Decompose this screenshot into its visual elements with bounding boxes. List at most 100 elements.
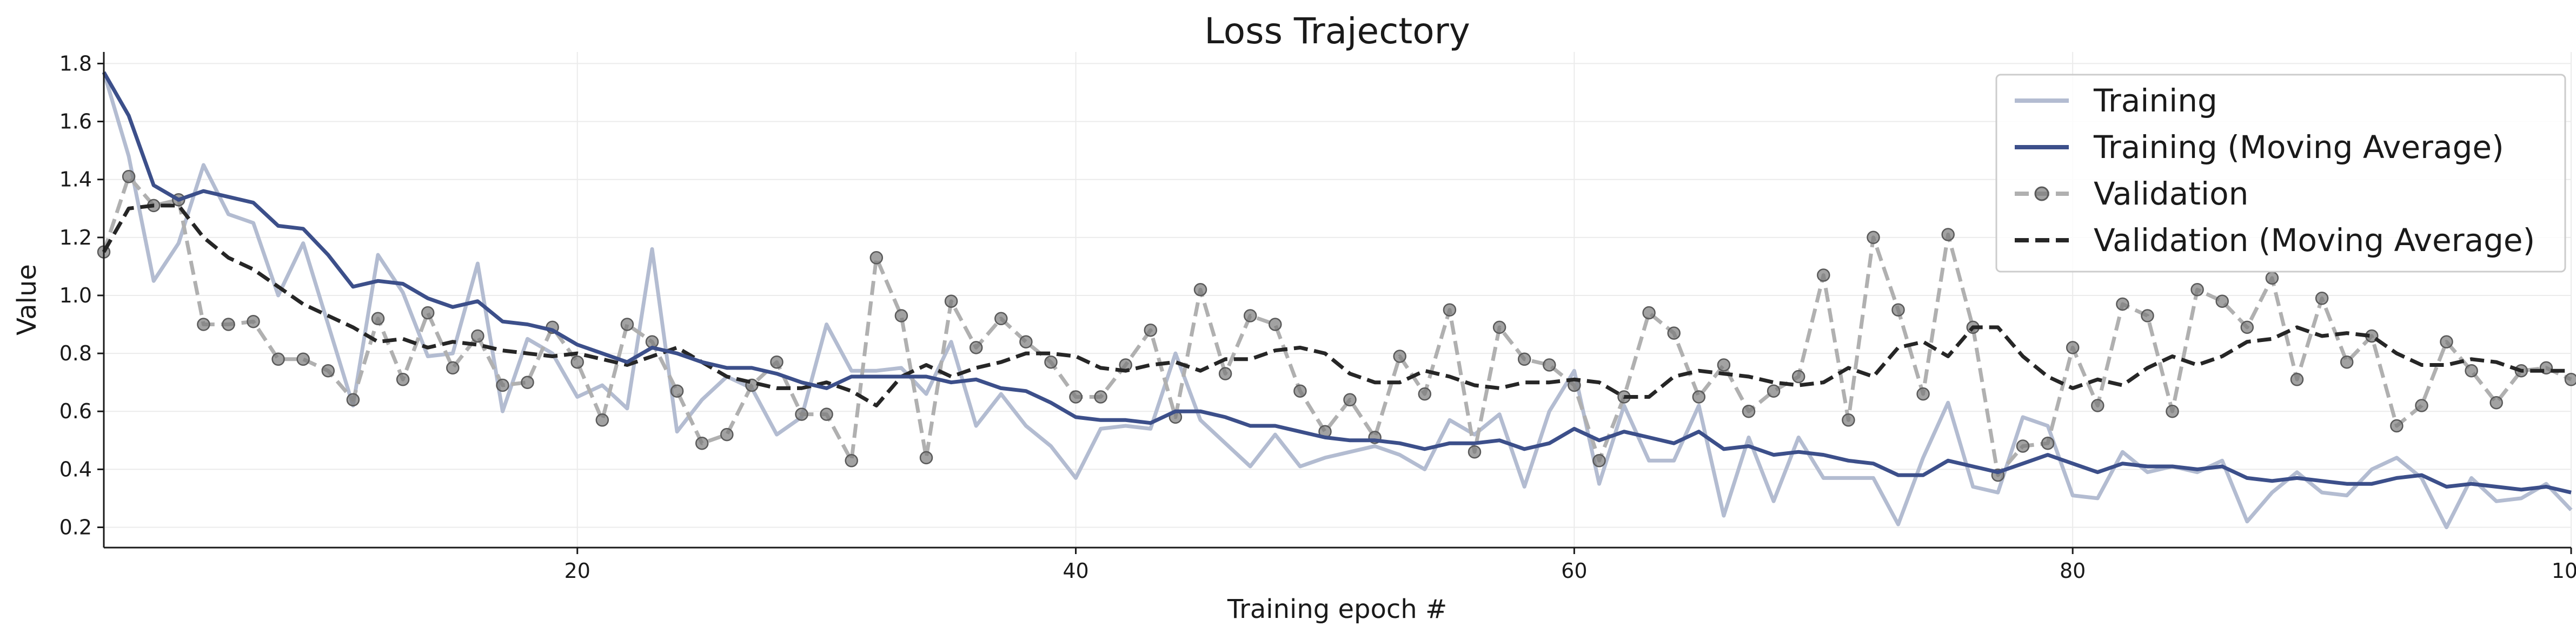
data-point-validation bbox=[944, 294, 958, 308]
legend-label-training-moving-average: Training (Moving Average) bbox=[2093, 129, 2504, 166]
data-point-validation bbox=[321, 364, 335, 378]
data-point-validation bbox=[1517, 352, 1531, 366]
data-point-validation bbox=[994, 312, 1008, 326]
data-point-validation bbox=[2166, 404, 2179, 418]
data-point-validation bbox=[1218, 367, 1232, 380]
data-point-validation bbox=[371, 312, 385, 326]
data-point-validation bbox=[471, 329, 484, 343]
data-point-validation bbox=[1094, 390, 1107, 404]
data-point-validation bbox=[820, 407, 833, 421]
data-point-validation bbox=[1916, 387, 1930, 401]
y-axis-label: Value bbox=[12, 264, 42, 335]
data-point-validation bbox=[570, 355, 584, 369]
data-point-validation bbox=[1044, 355, 1058, 369]
y-tick-label: 0.6 bbox=[59, 399, 92, 423]
data-point-validation bbox=[2240, 320, 2254, 334]
series-line-training bbox=[102, 71, 2573, 529]
data-point-validation bbox=[1742, 404, 1756, 418]
legend-entry-validation: Validation bbox=[2015, 175, 2248, 212]
data-point-validation bbox=[1144, 323, 1158, 337]
data-point-validation bbox=[2016, 439, 2030, 453]
legend-label-validation-moving-average: Validation (Moving Average) bbox=[2094, 222, 2535, 259]
data-point-validation bbox=[1069, 390, 1083, 404]
data-point-validation bbox=[2265, 271, 2279, 285]
y-tick-label: 1.4 bbox=[59, 168, 92, 192]
data-point-validation bbox=[446, 361, 460, 375]
data-point-validation bbox=[1767, 384, 1781, 398]
y-tick-label: 1.2 bbox=[59, 226, 92, 249]
data-point-validation bbox=[1443, 303, 1457, 317]
data-point-validation bbox=[1667, 326, 1681, 340]
data-point-validation bbox=[869, 251, 884, 265]
data-point-validation bbox=[969, 341, 983, 354]
legend-entry-validation-moving-average: Validation (Moving Average) bbox=[2015, 222, 2535, 259]
data-point-validation bbox=[695, 436, 709, 450]
data-point-validation bbox=[2190, 283, 2204, 297]
x-tick-label: 40 bbox=[1063, 559, 1088, 583]
data-point-validation bbox=[1468, 445, 1482, 459]
data-point-validation bbox=[2465, 364, 2478, 378]
y-tick-label: 0.4 bbox=[59, 457, 92, 481]
data-point-validation bbox=[2091, 399, 2104, 412]
y-tick-label: 0.2 bbox=[59, 516, 92, 539]
data-point-validation bbox=[2564, 373, 2576, 386]
data-point-validation bbox=[271, 352, 285, 366]
data-point-validation bbox=[894, 309, 908, 322]
x-tick-label: 100 bbox=[2552, 559, 2576, 583]
data-point-validation bbox=[1842, 413, 1855, 427]
y-tick-label: 1.6 bbox=[59, 110, 92, 134]
data-point-validation bbox=[2041, 436, 2055, 450]
data-point-validation bbox=[1717, 358, 1731, 372]
data-point-validation bbox=[247, 314, 260, 328]
data-point-validation bbox=[2066, 341, 2080, 354]
data-point-validation bbox=[1791, 370, 1805, 384]
series-line-validation bbox=[102, 174, 2572, 477]
data-point-validation bbox=[919, 451, 933, 465]
data-point-validation bbox=[2215, 294, 2229, 308]
x-axis-label: Training epoch # bbox=[1227, 594, 1447, 624]
data-point-validation bbox=[1193, 283, 1207, 297]
data-point-validation bbox=[346, 393, 360, 407]
data-point-validation bbox=[2116, 297, 2129, 311]
legend: Training Training (Moving Average) Valid… bbox=[1995, 74, 2566, 273]
chart-title: Loss Trajectory bbox=[1204, 10, 1470, 52]
data-point-validation bbox=[1817, 268, 1830, 282]
data-point-validation bbox=[122, 170, 136, 183]
data-point-validation bbox=[1642, 306, 1656, 320]
legend-label-validation: Validation bbox=[2094, 175, 2248, 212]
data-point-validation bbox=[595, 413, 609, 427]
data-point-validation bbox=[1592, 454, 1606, 468]
y-tick-label: 1.0 bbox=[59, 284, 92, 307]
data-point-validation bbox=[2415, 399, 2428, 412]
data-point-validation bbox=[296, 352, 310, 366]
ticks: 20 40 60 80 100 0.2 0.4 0.6 0.8 1.0 1.2 1.4 1.6 1.8 bbox=[59, 51, 2576, 583]
y-tick-label: 1.8 bbox=[59, 51, 92, 75]
series-layer bbox=[97, 71, 2576, 529]
data-point-validation bbox=[1019, 335, 1033, 348]
data-point-validation bbox=[670, 384, 684, 398]
data-point-validation bbox=[1692, 390, 1706, 404]
legend-frame bbox=[1995, 74, 2566, 273]
data-point-validation bbox=[1343, 393, 1357, 407]
data-point-validation bbox=[1418, 387, 1432, 401]
data-point-validation bbox=[770, 355, 784, 369]
x-tick-label: 60 bbox=[1561, 559, 1587, 583]
data-point-validation bbox=[2390, 419, 2404, 433]
data-point-validation bbox=[222, 318, 235, 331]
data-point-validation bbox=[1269, 318, 1282, 331]
data-point-validation bbox=[421, 306, 435, 320]
data-point-validation bbox=[496, 378, 509, 392]
x-tick-label: 80 bbox=[2060, 559, 2086, 583]
data-point-validation bbox=[1243, 309, 1257, 322]
data-point-validation bbox=[1867, 231, 1880, 245]
legend-entry-training-moving-average: Training (Moving Average) bbox=[2015, 129, 2504, 166]
legend-marker-validation bbox=[2034, 186, 2049, 201]
data-point-validation bbox=[1393, 350, 1406, 363]
series-line-training-moving-average bbox=[102, 71, 2572, 495]
data-point-validation bbox=[2290, 373, 2304, 386]
data-point-validation bbox=[2440, 335, 2453, 348]
data-point-validation bbox=[2489, 396, 2503, 410]
data-point-validation bbox=[2340, 355, 2354, 369]
data-point-validation bbox=[1941, 228, 1955, 241]
